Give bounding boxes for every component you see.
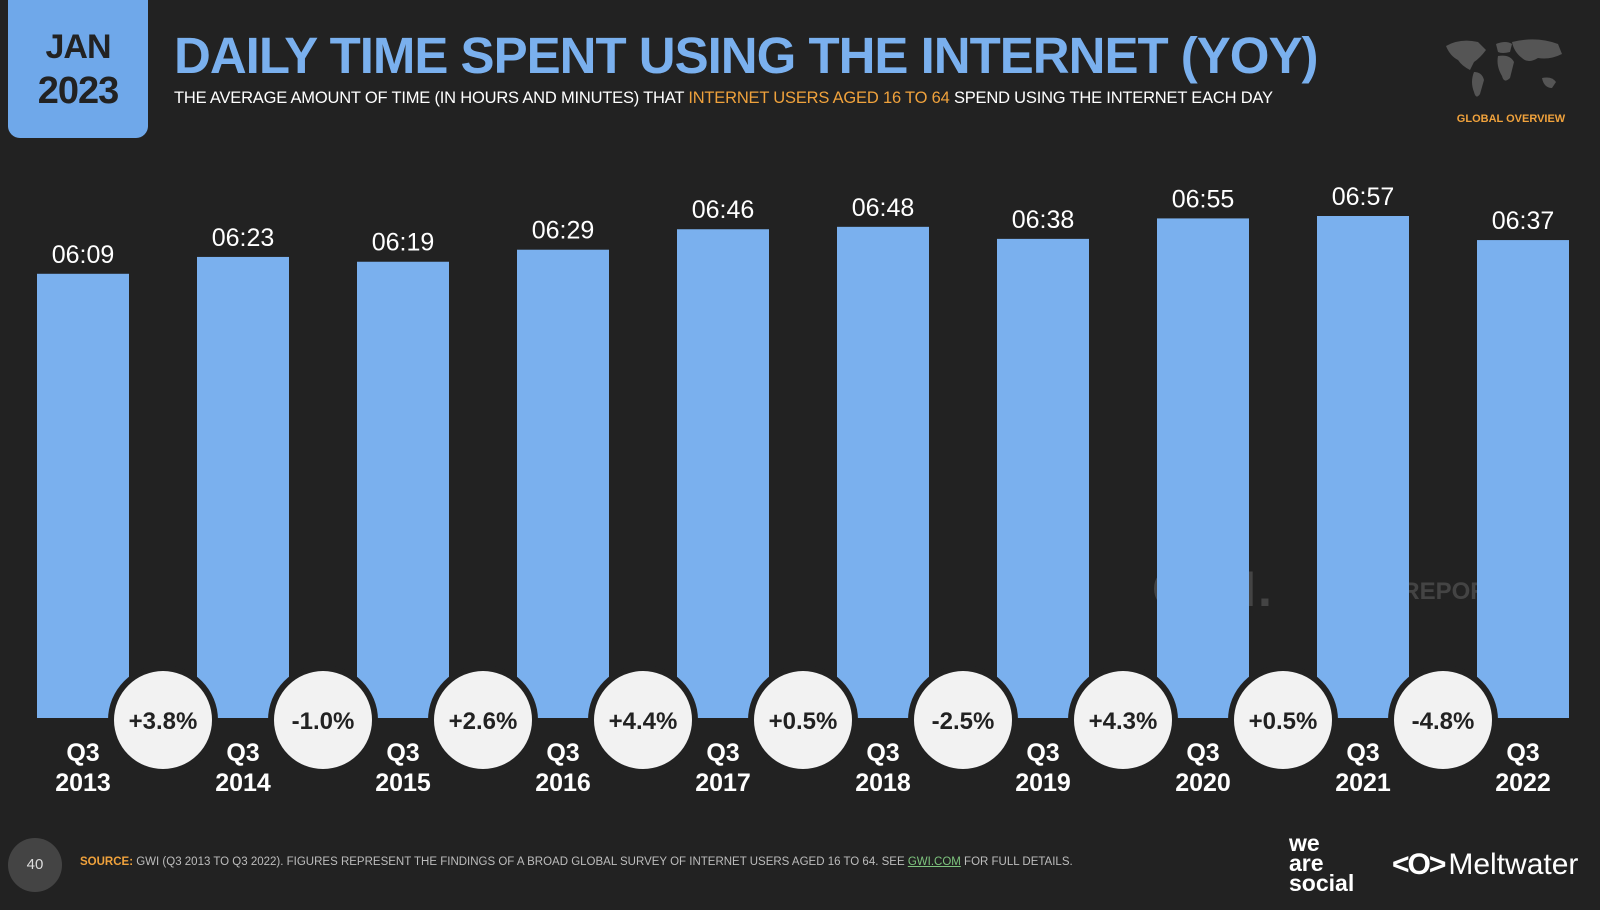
bar — [37, 273, 129, 718]
bar-value-label: 06:46 — [692, 196, 755, 224]
yoy-change-label: -1.0% — [292, 708, 355, 735]
yoy-circle — [1234, 671, 1332, 769]
bar — [197, 256, 289, 718]
yoy-change-label: +3.8% — [129, 708, 198, 735]
x-tick-label: 2015 — [375, 769, 431, 797]
x-tick-label: Q3 — [546, 739, 579, 767]
yoy-change-label: +4.3% — [1089, 708, 1158, 735]
we-are-social-logo: we are social — [1289, 830, 1355, 896]
bar-value-label: 06:29 — [532, 217, 595, 245]
world-map-icon — [1446, 39, 1562, 97]
region-label: GLOBAL OVERVIEW — [1456, 113, 1566, 125]
bar — [677, 229, 769, 719]
x-tick-label: Q3 — [1506, 739, 1539, 767]
x-tick-label: Q3 — [1026, 739, 1059, 767]
x-tick-label: 2018 — [855, 769, 911, 797]
yoy-change-label: -4.8% — [1412, 708, 1475, 735]
bar-value-label: 06:48 — [852, 194, 915, 222]
yoy-change-label: +0.5% — [769, 708, 838, 735]
bar-value-label: 06:55 — [1172, 185, 1235, 213]
source-link[interactable]: GWI.COM — [907, 856, 961, 868]
meltwater-logo: <O> Meltwater — [1392, 848, 1578, 882]
logo-was-line2: are — [1289, 850, 1324, 876]
x-tick-label: 2016 — [535, 769, 591, 797]
yoy-circle — [114, 671, 212, 769]
subtitle-highlight: INTERNET USERS AGED 16 TO 64 — [688, 89, 950, 107]
page-number: 40 — [8, 838, 62, 892]
yoy-circle — [274, 671, 372, 769]
source-text: GWI (Q3 2013 TO Q3 2022). FIGURES REPRES… — [133, 856, 908, 868]
x-tick-label: 2022 — [1495, 769, 1551, 797]
x-tick-label: 2019 — [1015, 769, 1071, 797]
bar — [1157, 218, 1249, 719]
x-tick-label: Q3 — [1346, 739, 1379, 767]
meltwater-text: Meltwater — [1448, 848, 1579, 881]
page-subtitle: THE AVERAGE AMOUNT OF TIME (IN HOURS AND… — [174, 89, 1273, 108]
logo-was-line3: social — [1289, 870, 1355, 896]
x-tick-label: 2013 — [55, 769, 111, 797]
x-tick-label: Q3 — [1186, 739, 1219, 767]
page-title: DAILY TIME SPENT USING THE INTERNET (YOY… — [174, 27, 1318, 84]
logo-was-line1: we — [1289, 830, 1320, 856]
bar-value-label: 06:57 — [1332, 183, 1395, 211]
bar — [357, 261, 449, 718]
bar-value-label: 06:19 — [372, 229, 435, 257]
yoy-circle — [754, 671, 852, 769]
date-year: 2023 — [37, 70, 120, 112]
subtitle-post: SPEND USING THE INTERNET EACH DAY — [949, 89, 1273, 107]
x-tick-label: 2017 — [695, 769, 751, 797]
bar — [1477, 240, 1569, 719]
bar — [1317, 216, 1409, 718]
yoy-change-label: -2.5% — [932, 708, 995, 735]
source-label: SOURCE: — [80, 856, 134, 868]
bar-value-label: 06:09 — [52, 241, 115, 269]
date-month: JAN — [45, 28, 111, 66]
bar-value-label: 06:37 — [1492, 207, 1555, 235]
x-tick-label: Q3 — [386, 739, 419, 767]
x-tick-label: 2021 — [1335, 769, 1391, 797]
bar — [997, 238, 1089, 718]
yoy-change-label: +0.5% — [1249, 708, 1318, 735]
x-tick-label: 2020 — [1175, 769, 1231, 797]
meltwater-mark-icon: <O> — [1392, 848, 1446, 881]
date-badge: JAN 2023 — [8, 0, 148, 138]
bar-value-label: 06:23 — [212, 224, 275, 252]
yoy-circle — [914, 671, 1012, 769]
x-tick-label: Q3 — [226, 739, 259, 767]
yoy-circle — [1394, 671, 1492, 769]
x-tick-label: Q3 — [66, 739, 99, 767]
bar — [837, 226, 929, 718]
bar — [517, 249, 609, 718]
yoy-circle — [1074, 671, 1172, 769]
subtitle-pre: THE AVERAGE AMOUNT OF TIME (IN HOURS AND… — [174, 89, 689, 107]
x-tick-label: Q3 — [866, 739, 899, 767]
source-note: SOURCE: GWI (Q3 2013 TO Q3 2022). FIGURE… — [80, 856, 1073, 868]
x-tick-label: 2014 — [215, 769, 271, 797]
x-tick-label: Q3 — [706, 739, 739, 767]
yoy-change-label: +2.6% — [449, 708, 518, 735]
yoy-circle — [594, 671, 692, 769]
bar-value-label: 06:38 — [1012, 206, 1075, 234]
yoy-circle — [434, 671, 532, 769]
source-tail: FOR FULL DETAILS. — [960, 856, 1073, 868]
yoy-change-label: +4.4% — [609, 708, 678, 735]
